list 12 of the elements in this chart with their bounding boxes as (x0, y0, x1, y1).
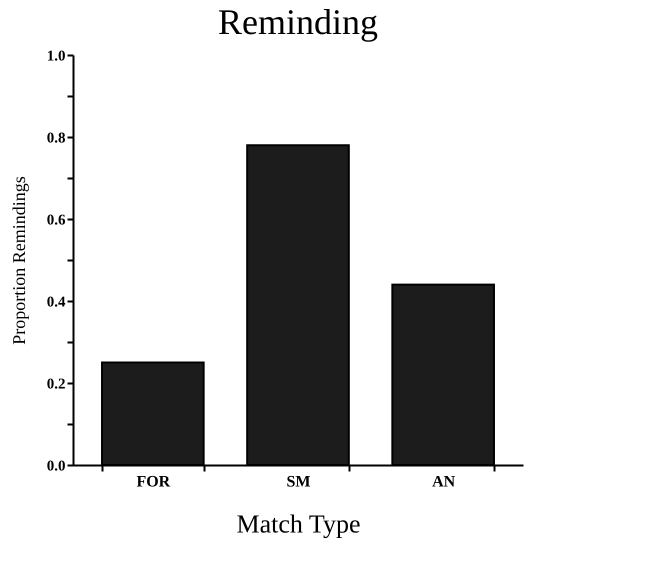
y-tick-label: 1.0 (46, 48, 66, 64)
x-tick-label: SM (286, 474, 310, 490)
y-tick-label: 0.0 (46, 458, 66, 474)
chart-title: Reminding (218, 2, 378, 42)
y-tick-label: 0.8 (46, 130, 66, 146)
y-tick-label: 0.2 (46, 376, 66, 392)
x-tick-label: AN (432, 474, 456, 490)
y-tick-label: 0.4 (46, 294, 66, 310)
y-axis-title: Proportion Remindings (8, 176, 29, 345)
x-tick-label: FOR (136, 474, 171, 490)
x-axis-title: Match Type (236, 510, 361, 538)
y-tick-label: 0.6 (46, 212, 66, 228)
